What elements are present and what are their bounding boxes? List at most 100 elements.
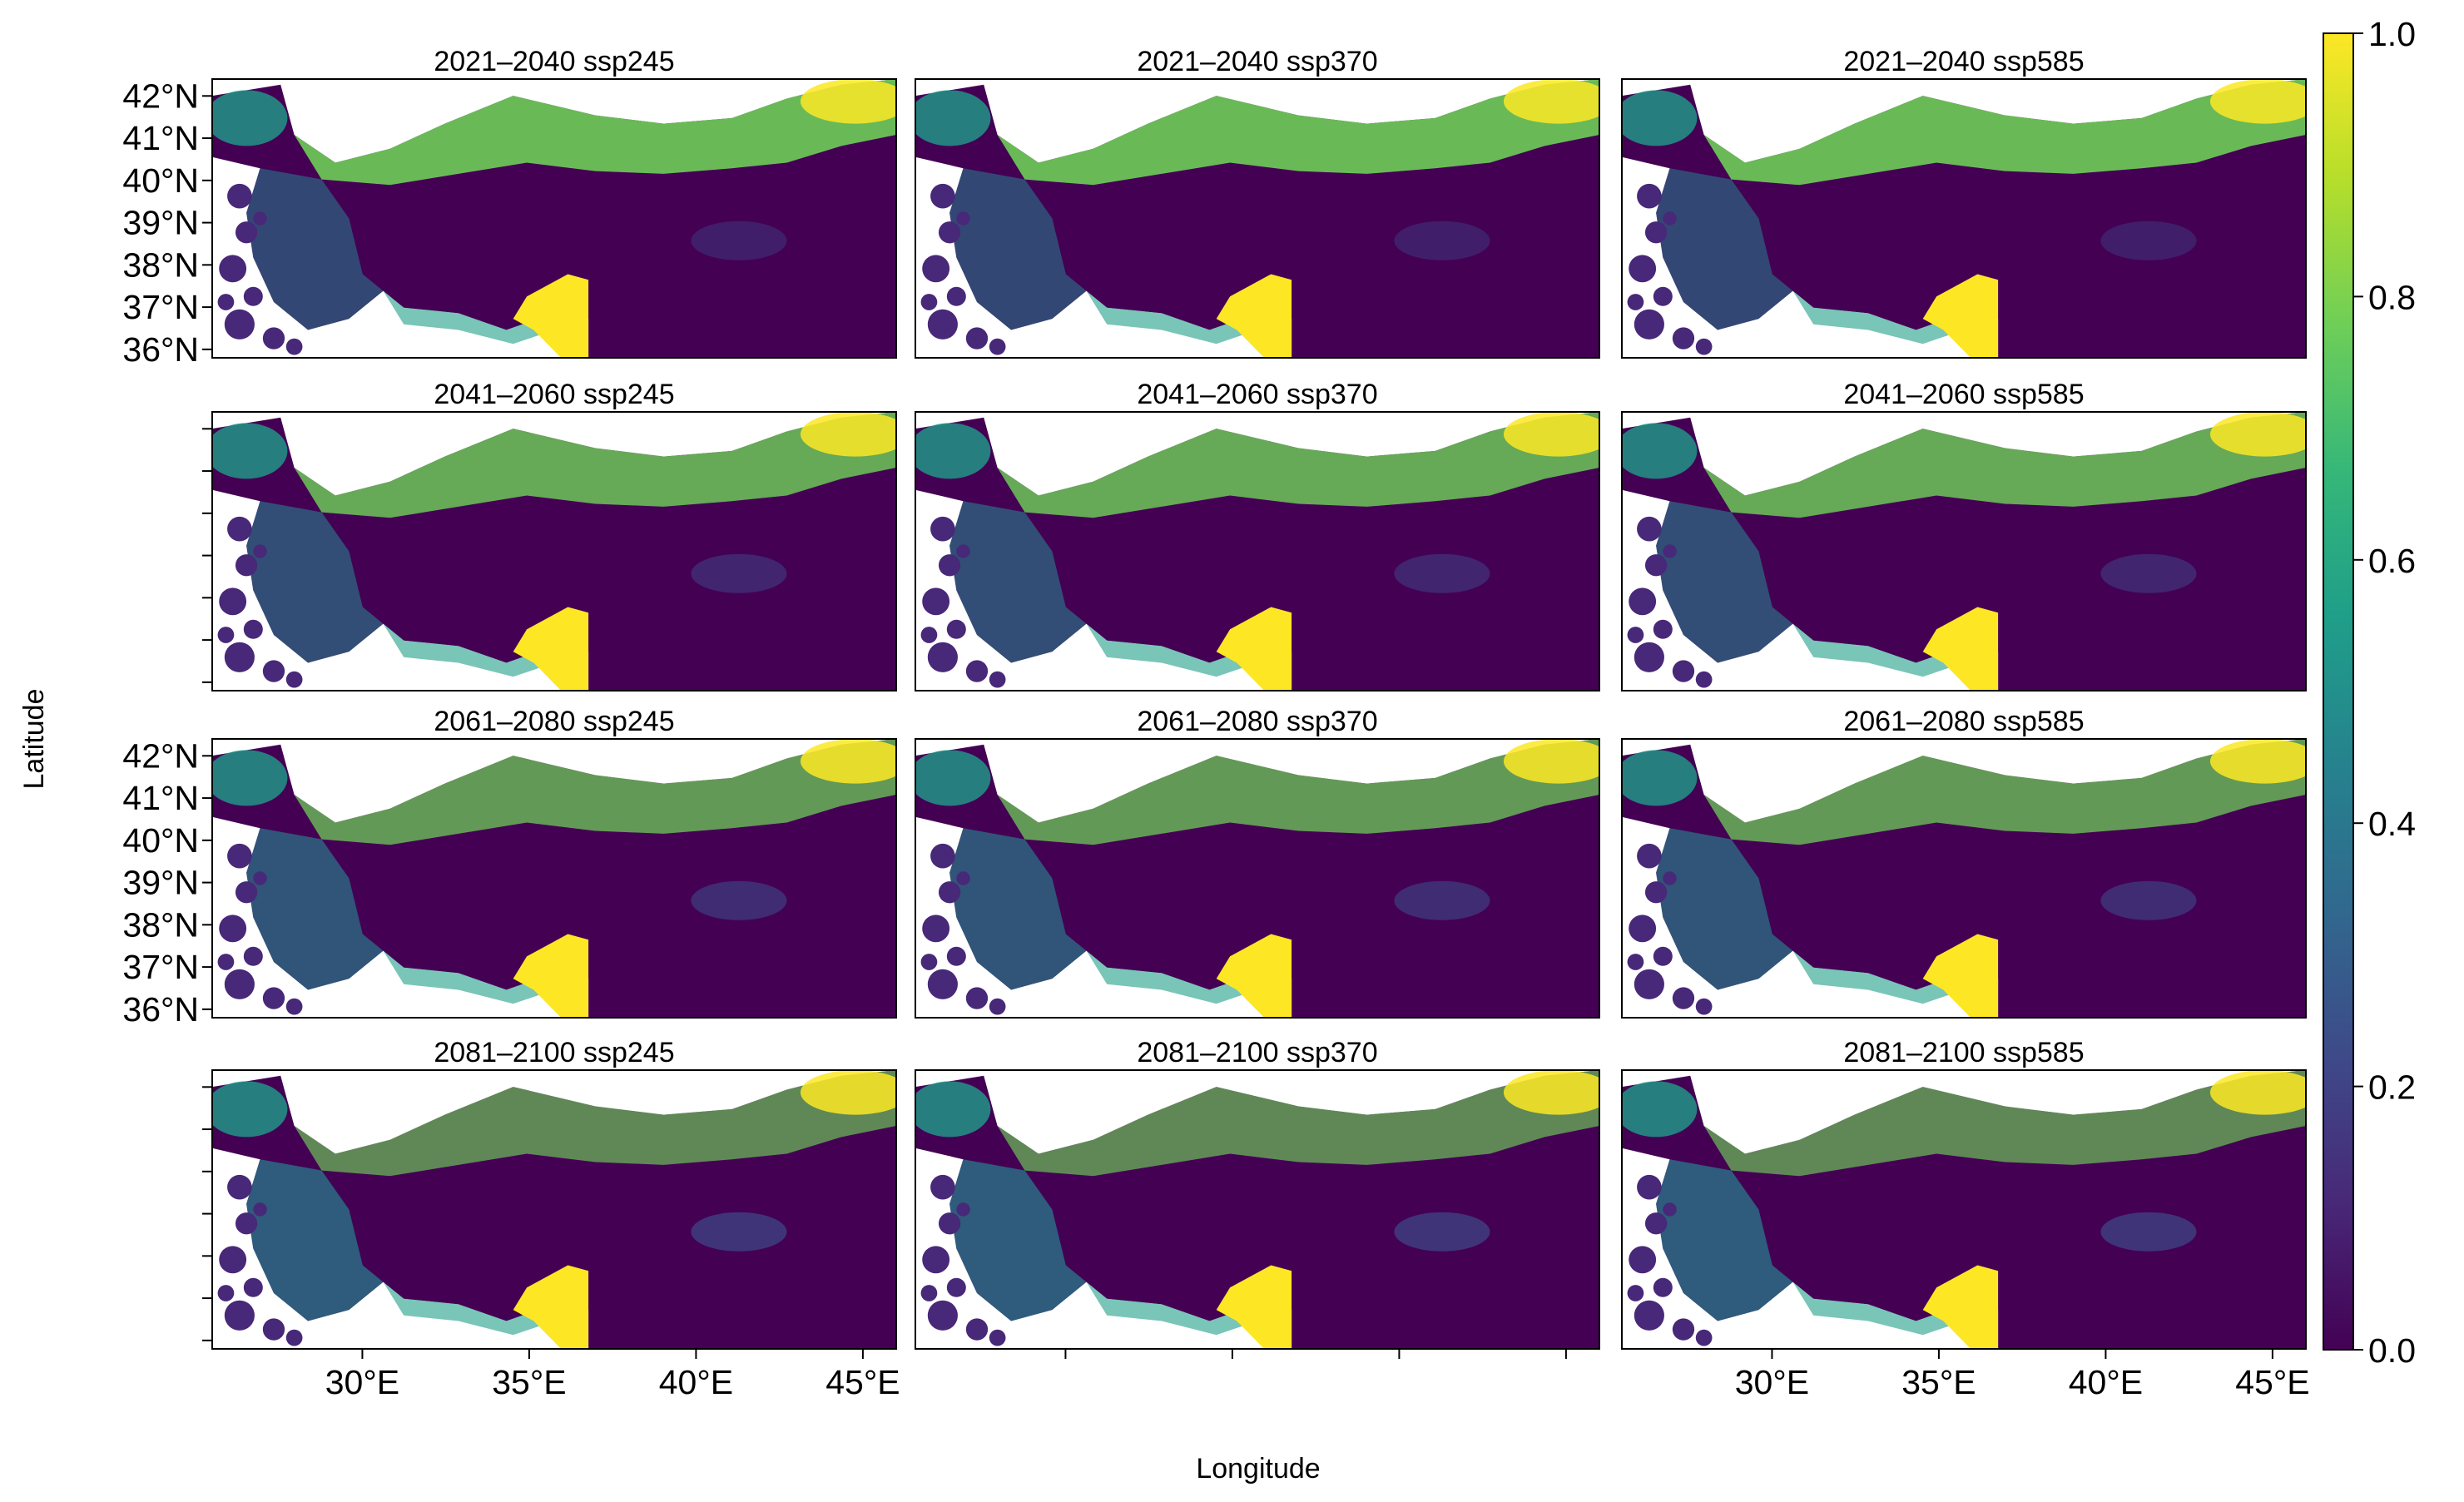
suitability-raster: [212, 1070, 896, 1349]
island: [235, 881, 258, 904]
island: [927, 1300, 958, 1331]
island: [920, 294, 938, 310]
island: [262, 1318, 285, 1341]
island: [1653, 1277, 1673, 1297]
suitability-raster: [1622, 739, 2306, 1018]
eastern-highland-suitability: [691, 880, 787, 920]
panel-title: 2081–2100 ssp585: [1843, 1037, 2084, 1068]
north-coast-suitability: [294, 739, 896, 845]
lat-tick-label: 38°N: [122, 245, 199, 284]
island: [1629, 255, 1657, 283]
west-coast-suitability: [1656, 1159, 1793, 1321]
island: [219, 915, 247, 943]
island: [1629, 1246, 1657, 1274]
island: [1653, 286, 1673, 306]
north-coast-suitability: [294, 79, 896, 186]
southern-high-suitability: [1216, 274, 1292, 358]
y-axis-title: Latitude: [18, 689, 50, 790]
island: [1637, 516, 1662, 542]
west-coast-suitability: [246, 501, 384, 663]
west-coast-suitability: [1656, 168, 1793, 330]
island: [965, 1318, 989, 1341]
island: [965, 327, 989, 349]
island: [1644, 881, 1668, 904]
eastern-highland-suitability: [691, 553, 787, 593]
northeast-high-suitability: [2209, 79, 2306, 124]
lon-tick-label: 35°E: [1901, 1363, 1976, 1401]
island: [243, 286, 263, 306]
colorbar-gradient: [2323, 32, 2354, 1351]
panel-title: 2081–2100 ssp245: [434, 1037, 674, 1068]
island: [1672, 327, 1695, 349]
panel-title: 2061–2080 ssp245: [434, 706, 674, 737]
island: [243, 1277, 263, 1297]
island: [227, 1174, 252, 1200]
lon-tick-label: 45°E: [825, 1363, 900, 1401]
panel-title: 2041–2060 ssp585: [1843, 379, 2084, 410]
island: [930, 183, 955, 209]
panel-frame: [211, 738, 897, 1019]
suitability-raster: [212, 412, 896, 691]
panel-title: 2041–2060 ssp370: [1137, 379, 1377, 410]
panel-frame: [211, 78, 897, 359]
colorbar-tick-label: 0.2: [2368, 1068, 2416, 1107]
northeast-high-suitability: [800, 79, 896, 124]
island: [922, 915, 950, 943]
island: [1672, 987, 1695, 1009]
island: [219, 587, 247, 616]
eastern-highland-suitability: [1394, 1212, 1490, 1252]
panel-title: 2021–2040 ssp370: [1137, 46, 1377, 77]
northwest-suitability: [915, 1081, 991, 1138]
south-coast-suitability: [1086, 290, 1257, 345]
south-coast-suitability: [1792, 1281, 1964, 1336]
north-coast-suitability: [1703, 412, 2306, 518]
south-coast-suitability: [383, 290, 554, 345]
map-panel: 2061–2080 ssp585: [1621, 706, 2307, 1019]
colorbar-tick-label: 0.8: [2368, 278, 2416, 316]
eastern-highland-suitability: [691, 1212, 787, 1252]
suitability-raster: [915, 412, 1599, 691]
lat-tick-label: 41°N: [122, 779, 199, 817]
island: [253, 544, 267, 558]
island: [989, 1329, 1006, 1346]
north-coast-suitability: [294, 1070, 896, 1177]
island: [927, 309, 958, 340]
suitability-raster: [1622, 1070, 2306, 1349]
island: [922, 255, 950, 283]
map-panel: 2041–2060 ssp585: [1621, 379, 2307, 692]
eastern-highland-suitability: [2100, 880, 2197, 920]
island: [1644, 554, 1668, 577]
lat-tick-label: 37°N: [122, 948, 199, 986]
island: [956, 544, 970, 558]
suitability-raster: [915, 1070, 1599, 1349]
southern-high-suitability: [1922, 934, 1999, 1018]
lon-tick-label: 40°E: [659, 1363, 733, 1401]
panel-frame: [211, 1069, 897, 1350]
west-coast-suitability: [246, 1159, 384, 1321]
panel-title: 2081–2100 ssp370: [1137, 1037, 1377, 1068]
island: [253, 211, 267, 226]
island: [1634, 642, 1664, 672]
northwest-suitability: [915, 423, 991, 479]
x-axis-title: Longitude: [1196, 1453, 1320, 1485]
island: [224, 642, 255, 672]
map-panel: 2081–2100 ssp245 30°E 35°E 40°E 45°E: [202, 1037, 900, 1401]
island: [956, 871, 970, 885]
lat-tick-label: 36°N: [122, 990, 199, 1029]
northwest-suitability: [1622, 90, 1698, 146]
eastern-highland-suitability: [1394, 880, 1490, 920]
island: [219, 1246, 247, 1274]
eastern-highland-suitability: [2100, 1212, 2197, 1252]
lat-tick-label: 39°N: [122, 204, 199, 242]
north-coast-suitability: [1703, 79, 2306, 186]
west-coast-suitability: [1656, 828, 1793, 990]
island: [930, 843, 955, 869]
island: [243, 946, 263, 966]
island: [927, 642, 958, 672]
colorbar-tick-label: 1.0: [2368, 15, 2416, 53]
west-coast-suitability: [949, 501, 1087, 663]
panel-frame: [1621, 1069, 2307, 1350]
northwest-suitability: [212, 423, 288, 479]
northeast-high-suitability: [2209, 739, 2306, 784]
northwest-suitability: [915, 90, 991, 146]
